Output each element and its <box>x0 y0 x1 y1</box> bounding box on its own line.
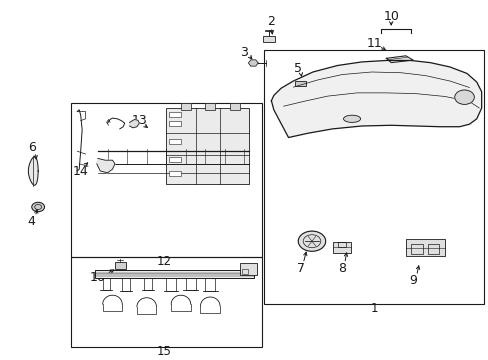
Polygon shape <box>28 157 38 185</box>
Circle shape <box>454 90 473 104</box>
Bar <box>168 121 181 126</box>
Bar <box>205 103 215 110</box>
Bar <box>71 103 261 257</box>
Polygon shape <box>97 158 115 173</box>
Text: 5: 5 <box>294 62 302 75</box>
Text: 12: 12 <box>156 255 171 268</box>
Text: 2: 2 <box>267 15 275 28</box>
Circle shape <box>298 231 325 251</box>
Bar <box>264 50 483 304</box>
Text: 1: 1 <box>369 302 377 315</box>
Bar <box>239 263 256 275</box>
Bar <box>71 257 261 347</box>
Text: 8: 8 <box>338 262 346 275</box>
Bar <box>168 171 181 176</box>
Polygon shape <box>271 60 481 138</box>
Bar <box>115 262 125 269</box>
Bar <box>168 112 181 117</box>
Bar <box>242 269 247 274</box>
Text: 4: 4 <box>28 215 36 228</box>
Bar <box>168 139 181 144</box>
Text: 13: 13 <box>131 114 147 127</box>
Bar <box>229 103 239 110</box>
Polygon shape <box>386 56 412 63</box>
Text: 10: 10 <box>383 10 398 23</box>
Text: 7: 7 <box>296 262 304 275</box>
Text: 15: 15 <box>156 345 171 358</box>
Text: 9: 9 <box>408 274 416 287</box>
Text: 16: 16 <box>90 271 105 284</box>
Bar <box>338 242 346 247</box>
Bar <box>405 239 444 256</box>
Bar <box>95 270 254 278</box>
Circle shape <box>32 202 44 212</box>
Text: 6: 6 <box>28 141 36 154</box>
Text: 11: 11 <box>366 37 381 50</box>
Bar <box>333 242 350 253</box>
Polygon shape <box>248 60 258 66</box>
Text: 14: 14 <box>73 165 88 177</box>
Bar <box>181 103 190 110</box>
Bar <box>295 81 305 86</box>
Bar <box>427 244 438 254</box>
Bar <box>263 36 274 42</box>
Bar <box>168 157 181 162</box>
Polygon shape <box>129 120 139 128</box>
Text: 3: 3 <box>240 46 248 59</box>
Ellipse shape <box>343 115 360 122</box>
Bar <box>166 108 249 184</box>
Bar <box>410 244 422 254</box>
